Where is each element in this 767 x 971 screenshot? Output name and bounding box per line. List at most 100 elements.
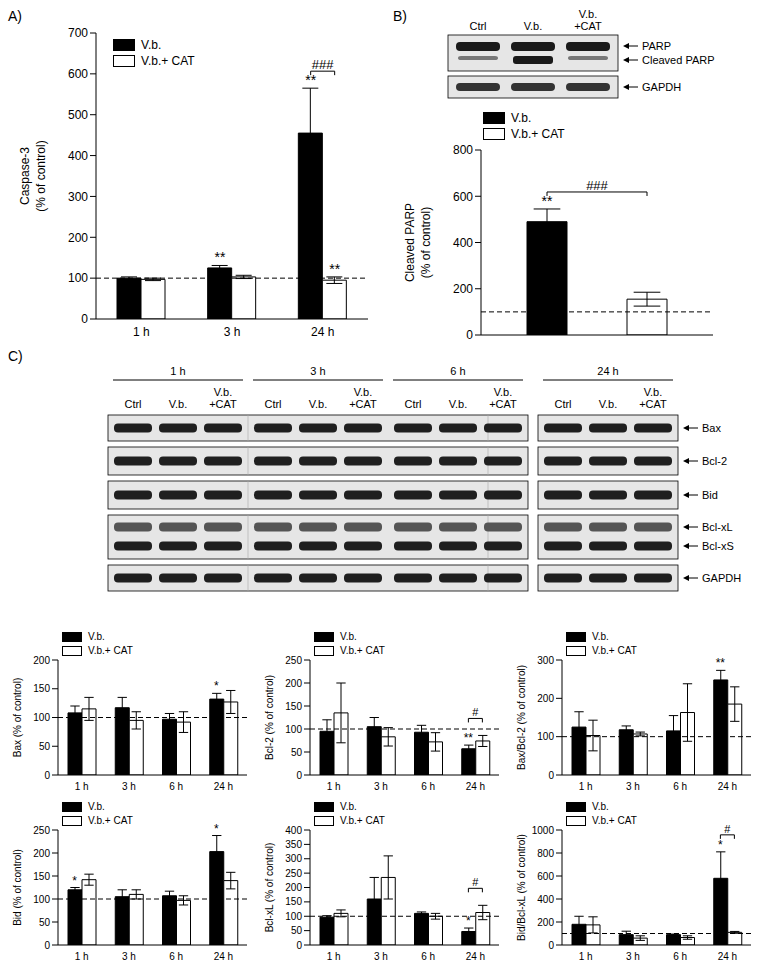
svg-text:6 h: 6 h [169,951,183,962]
svg-text:V.b.: V.b. [494,386,513,398]
svg-text:PARP: PARP [642,40,671,52]
svg-text:**: ** [464,731,474,745]
svg-text:V.b.: V.b. [449,398,468,410]
svg-text:0: 0 [466,328,473,342]
svg-text:Bid (% of control): Bid (% of control) [12,849,23,926]
svg-text:0: 0 [548,940,554,951]
svg-text:100: 100 [537,731,554,742]
svg-text:*: * [214,822,219,836]
svg-text:800: 800 [453,143,473,157]
svg-text:150: 150 [285,896,302,907]
svg-text:Cleaved PARP: Cleaved PARP [403,203,417,282]
svg-text:Bid/Bcl-xL (% of control): Bid/Bcl-xL (% of control) [516,834,527,941]
svg-text:200: 200 [33,655,50,666]
svg-text:+CAT: +CAT [489,398,517,410]
svg-text:V.b.: V.b. [354,386,373,398]
svg-text:Bid: Bid [702,489,718,501]
svg-text:###: ### [586,178,608,193]
svg-text:0: 0 [296,770,302,781]
svg-text:**: ** [215,249,226,265]
svg-text:Bcl-xL (% of control): Bcl-xL (% of control) [264,843,275,933]
svg-text:50: 50 [291,747,303,758]
svg-text:200: 200 [285,882,302,893]
svg-text:400: 400 [68,149,88,163]
svg-text:Bcl-2 (% of control): Bcl-2 (% of control) [264,675,275,760]
svg-text:1000: 1000 [532,825,555,836]
svg-text:0: 0 [548,770,554,781]
svg-text:#: # [472,706,479,718]
svg-text:1 h: 1 h [327,781,341,792]
svg-text:V.b.: V.b. [169,398,188,410]
svg-text:3 h: 3 h [626,781,640,792]
svg-text:(% of control): (% of control) [34,140,48,211]
svg-text:1 h: 1 h [579,781,593,792]
svg-text:Bax: Bax [702,422,721,434]
svg-text:3 h: 3 h [626,951,640,962]
svg-text:Bcl-xS: Bcl-xS [702,540,734,552]
svg-text:50: 50 [39,917,51,928]
svg-text:200: 200 [33,848,50,859]
svg-text:V.b.: V.b. [524,20,543,32]
svg-text:6 h: 6 h [421,781,435,792]
svg-text:400: 400 [453,236,473,250]
svg-text:200: 200 [537,917,554,928]
svg-text:300: 300 [68,190,88,204]
svg-text:3 h: 3 h [224,325,241,339]
svg-text:150: 150 [285,701,302,712]
svg-text:V.b.: V.b. [214,386,233,398]
svg-text:24 h: 24 h [311,325,334,339]
svg-text:400: 400 [285,825,302,836]
svg-text:24 h: 24 h [466,951,485,962]
svg-text:Ctrl: Ctrl [554,398,571,410]
svg-text:0: 0 [44,770,50,781]
svg-text:###: ### [312,57,334,72]
svg-text:24 h: 24 h [718,951,737,962]
svg-text:*: * [466,914,471,928]
svg-text:600: 600 [537,871,554,882]
svg-text:100: 100 [68,271,88,285]
svg-text:**: ** [329,261,340,277]
svg-text:1 h: 1 h [327,951,341,962]
svg-text:300: 300 [537,655,554,666]
svg-text:6 h: 6 h [673,951,687,962]
svg-text:Caspase-3: Caspase-3 [18,147,32,205]
svg-text:700: 700 [68,26,88,40]
svg-text:200: 200 [453,282,473,296]
svg-text:300: 300 [285,853,302,864]
svg-text:V.b.: V.b. [309,398,328,410]
svg-text:600: 600 [68,67,88,81]
svg-text:0: 0 [296,940,302,951]
svg-text:+CAT: +CAT [349,398,377,410]
svg-text:3 h: 3 h [374,781,388,792]
svg-text:200: 200 [285,678,302,689]
svg-text:24 h: 24 h [214,781,233,792]
svg-text:+CAT: +CAT [574,20,602,32]
svg-text:*: * [214,679,219,693]
svg-text:24 h: 24 h [597,365,618,377]
svg-text:GAPDH: GAPDH [702,572,741,584]
svg-text:24 h: 24 h [718,781,737,792]
svg-text:Bax/Bcl-2 (% of control): Bax/Bcl-2 (% of control) [516,665,527,770]
svg-text:**: ** [716,656,726,670]
svg-text:200: 200 [68,231,88,245]
svg-text:800: 800 [537,848,554,859]
svg-text:*: * [72,874,77,888]
svg-text:6 h: 6 h [421,951,435,962]
svg-text:3 h: 3 h [374,951,388,962]
svg-text:1 h: 1 h [75,781,89,792]
svg-text:1 h: 1 h [75,951,89,962]
svg-text:100: 100 [285,911,302,922]
svg-text:+CAT: +CAT [639,398,667,410]
svg-text:600: 600 [453,190,473,204]
svg-text:3 h: 3 h [310,365,325,377]
svg-text:100: 100 [33,712,50,723]
svg-text:Ctrl: Ctrl [264,398,281,410]
svg-text:(% of control): (% of control) [419,207,433,278]
svg-text:V.b.: V.b. [644,386,663,398]
svg-text:3 h: 3 h [122,951,136,962]
svg-text:Ctrl: Ctrl [404,398,421,410]
svg-text:250: 250 [285,655,302,666]
svg-text:V.b.: V.b. [599,398,618,410]
svg-text:V.b.: V.b. [579,8,598,20]
svg-text:250: 250 [33,825,50,836]
